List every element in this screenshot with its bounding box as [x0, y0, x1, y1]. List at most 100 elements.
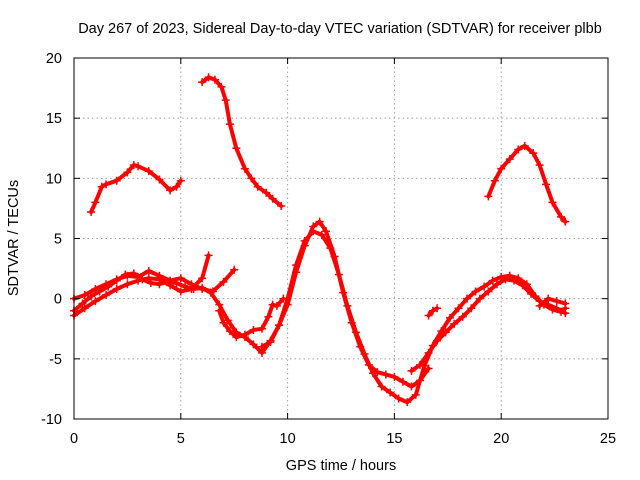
data-point — [407, 382, 416, 391]
data-point — [315, 217, 324, 226]
data-point — [268, 194, 277, 203]
data-point — [343, 301, 352, 310]
data-point — [484, 192, 493, 201]
data-point — [488, 276, 497, 285]
data-point — [80, 291, 89, 300]
data-point — [450, 319, 459, 328]
data-point — [497, 164, 506, 173]
data-point — [166, 276, 175, 285]
data-point — [529, 149, 538, 158]
data-point — [424, 311, 433, 320]
data-point — [257, 324, 266, 333]
data-series — [70, 73, 570, 407]
data-point — [518, 281, 527, 290]
data-point — [463, 294, 472, 303]
data-point — [223, 316, 232, 325]
data-point — [134, 162, 143, 171]
data-point — [257, 342, 266, 351]
data-point — [561, 299, 570, 308]
data-point — [225, 120, 234, 129]
y-tick-label: 15 — [46, 111, 62, 127]
y-tick-label: -10 — [41, 412, 62, 428]
x-tick-label: 10 — [280, 431, 296, 447]
data-point — [198, 285, 207, 294]
data-point — [527, 289, 536, 298]
data-point — [510, 276, 519, 285]
data-point — [398, 377, 407, 386]
data-point — [219, 318, 228, 327]
data-point — [292, 260, 301, 269]
data-point — [102, 280, 111, 289]
y-axis-label: SDTVAR / TECUs — [6, 180, 22, 296]
data-point — [277, 202, 286, 211]
data-point — [240, 164, 249, 173]
data-point — [300, 236, 309, 245]
data-point — [351, 328, 360, 337]
data-point — [166, 186, 175, 195]
y-tick-label: 20 — [46, 51, 62, 67]
data-point — [394, 394, 403, 403]
data-point — [433, 304, 442, 313]
data-point — [561, 217, 570, 226]
data-point — [548, 198, 557, 207]
data-point — [369, 369, 378, 378]
data-point — [441, 328, 450, 337]
series-arc-g — [215, 294, 288, 342]
data-point — [542, 180, 551, 189]
data-point — [475, 294, 484, 303]
data-point — [249, 325, 258, 334]
data-point — [552, 297, 561, 306]
data-point — [334, 270, 343, 279]
x-tick-label: 0 — [70, 431, 78, 447]
data-point — [552, 304, 561, 313]
series-line — [72, 267, 237, 301]
data-point — [403, 398, 412, 407]
x-tick-label: 15 — [386, 431, 402, 447]
data-point — [215, 306, 224, 315]
series-arc-b — [198, 73, 286, 211]
data-point — [467, 304, 476, 313]
data-point — [97, 182, 106, 191]
data-point — [204, 73, 213, 82]
data-point — [134, 273, 143, 282]
series-line — [486, 143, 568, 224]
data-point — [198, 78, 207, 87]
y-tick-label: 10 — [46, 171, 62, 187]
data-point — [144, 167, 153, 176]
x-tick-label: 25 — [600, 431, 616, 447]
data-point — [123, 168, 132, 177]
data-point — [416, 360, 425, 369]
data-point — [520, 141, 529, 150]
y-tick-label: -5 — [49, 352, 62, 368]
data-point — [232, 144, 241, 153]
data-point — [326, 244, 335, 253]
data-point — [514, 145, 523, 154]
x-tick-label: 5 — [177, 431, 185, 447]
data-point — [112, 176, 121, 185]
data-point — [87, 208, 96, 217]
data-point — [535, 161, 544, 170]
data-point — [219, 277, 228, 286]
data-point — [445, 313, 454, 322]
data-point — [155, 175, 164, 184]
data-point — [386, 388, 395, 397]
data-point — [262, 188, 271, 197]
grid — [74, 58, 608, 419]
data-point — [317, 230, 326, 239]
data-point — [381, 370, 390, 379]
data-point — [492, 280, 501, 289]
data-point — [198, 274, 207, 283]
data-point — [112, 285, 121, 294]
data-point — [230, 265, 239, 274]
data-point — [144, 266, 153, 275]
y-tick-label: 5 — [54, 232, 62, 248]
data-point — [176, 287, 185, 296]
data-point — [217, 82, 226, 91]
data-point — [424, 364, 433, 373]
data-point — [266, 337, 275, 346]
data-point — [471, 287, 480, 296]
data-point — [480, 282, 489, 291]
data-point — [283, 294, 292, 303]
data-point — [247, 174, 256, 183]
